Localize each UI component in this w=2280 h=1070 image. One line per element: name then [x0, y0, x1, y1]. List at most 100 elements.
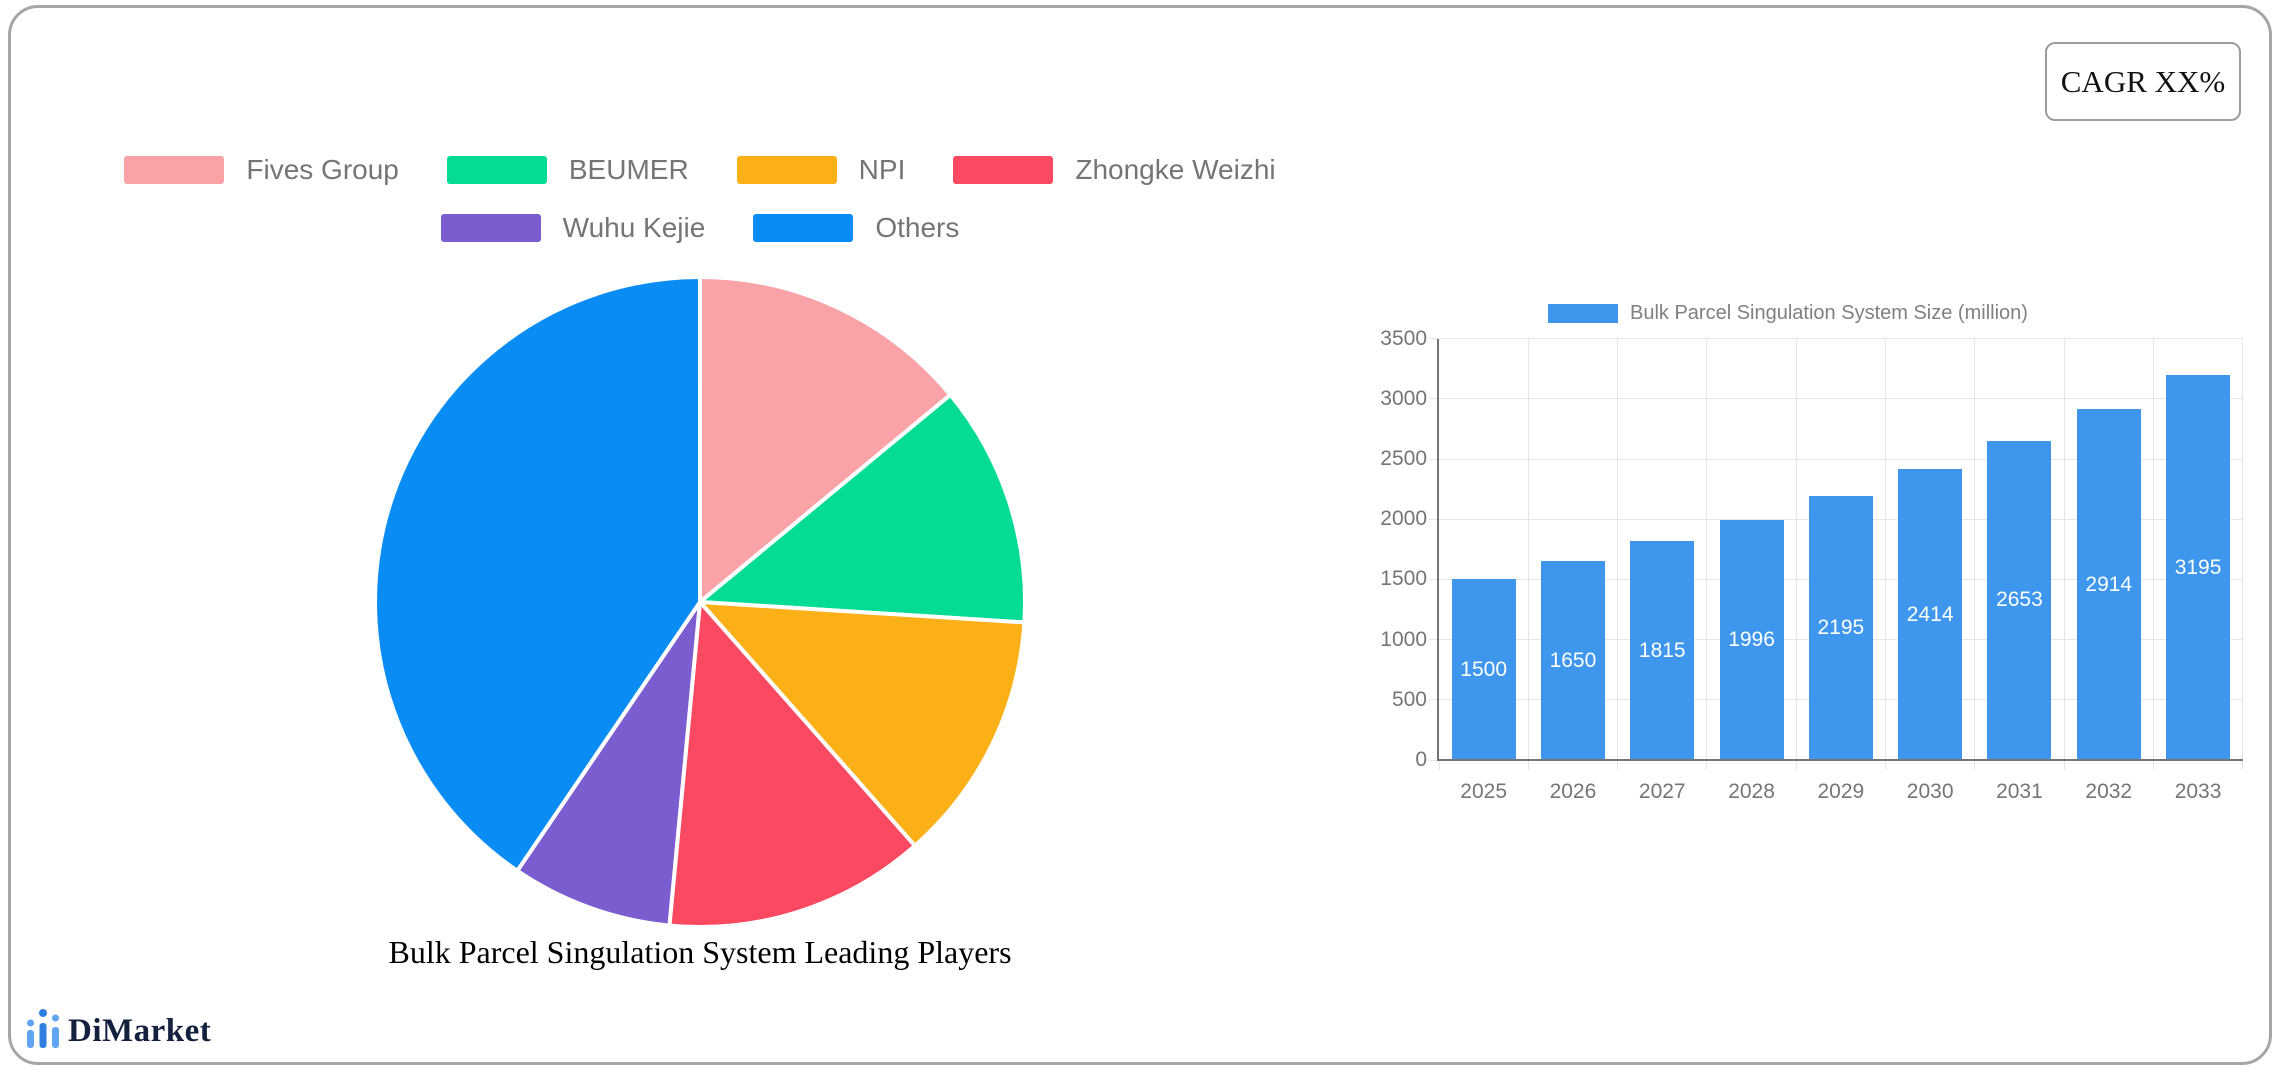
bar-2033 [2166, 375, 2231, 760]
bar-value-label: 1500 [1460, 657, 1507, 681]
x-tick-label: 2026 [1549, 780, 1597, 803]
legend-label: Fives Group [246, 154, 399, 185]
bar-2027 [1630, 541, 1695, 760]
gridline-h [1439, 458, 2243, 460]
x-axis-line [1437, 759, 2243, 761]
gridline-h [1439, 338, 2243, 340]
y-tick-label: 2500 [1380, 447, 1427, 470]
tick-mark-x [2152, 760, 2154, 770]
gridline-h [1439, 398, 2243, 400]
y-tick-label: 1500 [1380, 567, 1427, 591]
x-tick-label: 2031 [1996, 780, 2043, 803]
gridline-v [2063, 338, 2065, 760]
legend-swatch-npi [736, 156, 837, 184]
tick-mark-x [1706, 760, 1708, 770]
x-tick-label: 2029 [1817, 780, 1865, 803]
tick-mark-x [1527, 760, 1529, 770]
bar-value-label: 1996 [1728, 627, 1775, 651]
legend-item-wuhu-kejie: Wuhu Kejie [440, 214, 705, 242]
bar-legend-swatch [1548, 304, 1618, 323]
bar-value-label: 1815 [1638, 638, 1686, 662]
bar-2031 [1987, 440, 2052, 760]
gridline-v [1617, 338, 1619, 760]
tick-mark-y [1429, 578, 1439, 580]
y-tick-label: 3500 [1380, 326, 1427, 350]
tick-mark-x [2063, 760, 2065, 770]
bar-2029 [1808, 495, 1873, 760]
tick-mark-y [1429, 699, 1439, 701]
gridline-v [2242, 338, 2244, 760]
bar-legend: Bulk Parcel Singulation System Size (mil… [1548, 302, 2028, 325]
tick-mark-x [1438, 760, 1440, 770]
legend-swatch-wuhu-kejie [440, 214, 541, 242]
y-tick-label: 500 [1391, 687, 1427, 711]
tick-mark-y [1429, 759, 1439, 761]
tick-mark-x [2242, 760, 2244, 770]
pie-slice-npi [698, 600, 1027, 848]
legend-label: Zhongke Weizhi [1075, 154, 1276, 185]
legend-swatch-zhongke-weizhi [953, 156, 1054, 184]
dimarket-logo-text: DiMarket [68, 1013, 212, 1049]
legend-label: Others [875, 212, 960, 243]
bar-2032 [2076, 409, 2141, 760]
pie-legend-row: Wuhu Kejie Others [0, 214, 1400, 242]
pie-slice-beumer [698, 392, 1027, 625]
dimarket-logo: DiMarket [26, 1006, 211, 1050]
tick-mark-y [1429, 398, 1439, 400]
y-axis-line [1437, 338, 1439, 760]
legend-swatch-beumer [446, 156, 547, 184]
y-tick-label: 2000 [1380, 507, 1427, 531]
cagr-badge: CAGR XX% [2045, 42, 2241, 121]
x-tick-label: 2025 [1460, 780, 1507, 803]
tick-mark-x [1617, 760, 1619, 770]
pie-slice-wuhu-kejie [515, 600, 702, 928]
tick-mark-y [1429, 338, 1439, 340]
gridline-v [1885, 338, 1886, 760]
bar-2025 [1451, 579, 1516, 760]
bar-2026 [1540, 561, 1605, 760]
tick-mark-x [1974, 760, 1976, 770]
legend-swatch-others [753, 214, 854, 242]
pie-chart [373, 275, 1027, 929]
tick-mark-y [1429, 639, 1439, 641]
y-tick-label: 0 [1415, 748, 1427, 771]
gridline-v [1795, 338, 1797, 760]
legend-item-fives-group: Fives Group [124, 156, 399, 184]
legend-item-zhongke-weizhi: Zhongke Weizhi [953, 154, 1276, 185]
gridline-v [1527, 338, 1529, 760]
dimarket-logo-icon [27, 1009, 59, 1048]
bar-value-label: 3195 [2174, 555, 2222, 579]
x-tick-label: 2027 [1638, 780, 1686, 803]
bar-value-label: 2414 [1906, 602, 1954, 626]
gridline-v [2152, 338, 2154, 760]
pie-slice-others [373, 275, 702, 873]
tick-mark-y [1429, 458, 1439, 460]
pie-slice-zhongke-weizhi [667, 600, 917, 929]
gridline-v [1974, 338, 1976, 760]
bar-value-label: 2653 [1996, 588, 2043, 612]
bar-2030 [1898, 469, 1963, 760]
y-tick-label: 1000 [1380, 627, 1427, 651]
x-tick-label: 2030 [1906, 780, 1954, 803]
legend-item-beumer: BEUMER [446, 154, 689, 185]
x-tick-label: 2032 [2085, 780, 2133, 803]
bar-value-label: 2914 [2085, 572, 2133, 596]
tick-mark-y [1429, 518, 1439, 520]
legend-label: BEUMER [568, 154, 689, 185]
x-tick-label: 2033 [2174, 780, 2222, 803]
cagr-badge-label: CAGR XX% [2060, 63, 2226, 99]
x-tick-label: 2028 [1728, 780, 1775, 803]
pie-legend: Fives Group BEUMER NPI Zhongke Weizhi Wuhu K… [0, 156, 1400, 272]
bar-2028 [1719, 519, 1784, 760]
tick-mark-x [1795, 760, 1797, 770]
pie-title: Bulk Parcel Singulation System Leading P… [388, 934, 1012, 970]
bar-value-label: 2195 [1817, 615, 1865, 639]
y-tick-label: 3000 [1380, 386, 1427, 410]
pie-legend-row: Fives Group BEUMER NPI Zhongke Weizhi [0, 156, 1400, 184]
legend-item-npi: NPI [736, 154, 906, 185]
legend-item-others: Others [753, 214, 959, 242]
legend-label: NPI [858, 154, 906, 185]
bar-legend-label: Bulk Parcel Singulation System Size (mil… [1630, 302, 2028, 324]
pie-slice-fives-group [698, 275, 953, 604]
